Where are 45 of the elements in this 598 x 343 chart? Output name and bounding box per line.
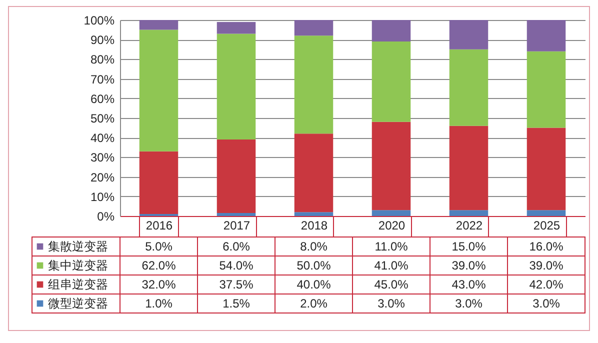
data-label: 1.5%: [222, 296, 250, 310]
data-label: 39.0%: [452, 258, 486, 272]
x-tick-label: 2025: [533, 218, 560, 232]
data-label: 40.0%: [296, 278, 332, 292]
data-label: 62.0%: [142, 258, 176, 272]
legend-label: 集中逆变器: [48, 258, 108, 272]
data-label: 42.0%: [529, 278, 564, 292]
data-label: 3.0%: [455, 296, 483, 310]
data-label: 37.5%: [219, 278, 254, 292]
data-label: 2.0%: [300, 296, 328, 310]
data-label: 43.0%: [452, 278, 486, 292]
y-tick-label: 80%: [90, 52, 115, 67]
y-tick-label: 0%: [97, 210, 115, 224]
x-tick-label: 2017: [223, 218, 250, 232]
y-tick-label: 90%: [90, 33, 115, 48]
legend-label: 集散逆变器: [48, 240, 108, 254]
y-tick-label: 50%: [90, 112, 115, 126]
y-tick-label: 30%: [90, 150, 115, 165]
data-label: 5.0%: [145, 240, 173, 254]
y-tick-label: 100%: [84, 14, 115, 28]
data-label: 1.0%: [145, 296, 173, 310]
data-label: 39.0%: [529, 258, 564, 272]
data-label: 45.0%: [374, 278, 409, 292]
data-label: 3.0%: [532, 296, 560, 310]
data-label: 11.0%: [374, 240, 408, 254]
legend-label: 微型逆变器: [48, 296, 108, 310]
x-tick-label: 2022: [456, 218, 483, 232]
legend-label: 组串逆变器: [48, 278, 108, 292]
y-tick-label: 10%: [90, 190, 115, 204]
data-label: 3.0%: [378, 296, 406, 310]
data-label: 6.0%: [222, 240, 250, 254]
data-label: 16.0%: [529, 240, 564, 254]
data-label: 32.0%: [142, 278, 176, 292]
data-label: 50.0%: [296, 258, 332, 272]
y-tick-label: 70%: [90, 72, 115, 86]
x-tick-label: 2020: [378, 218, 406, 232]
y-tick-label: 60%: [90, 92, 115, 106]
data-label: 8.0%: [300, 240, 328, 254]
x-tick-label: 2016: [146, 218, 173, 232]
data-label: 54.0%: [219, 258, 254, 272]
data-label: 15.0%: [452, 240, 486, 254]
x-tick-label: 2018: [300, 218, 328, 232]
data-label: 41.0%: [374, 258, 409, 272]
y-tick-label: 40%: [90, 131, 115, 146]
y-tick-label: 20%: [90, 170, 115, 184]
